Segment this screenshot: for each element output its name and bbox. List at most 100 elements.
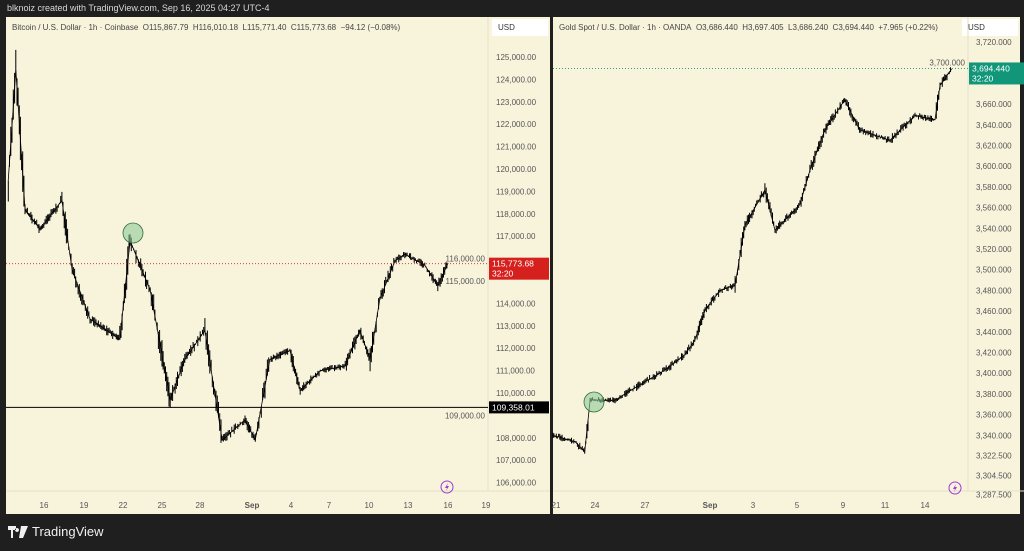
- lightning-icon-ring: [440, 480, 454, 494]
- btc-x-tick-label: 19: [482, 501, 491, 510]
- btc-y-tick-label: 114,000.00: [496, 299, 536, 308]
- btc-x-tick-label: 16: [444, 501, 453, 510]
- btc-y-tick-label: 109,000.00: [445, 411, 486, 420]
- btc-support-label: 109,358.01: [492, 402, 535, 412]
- btc-y-tick-label: 119,000.00: [496, 187, 536, 196]
- btc-countdown-label: 32:20: [492, 269, 514, 279]
- btc-y-tick-label: 125,000.00: [496, 53, 537, 62]
- btc-y-tick-label: 111,000.00: [496, 367, 535, 376]
- gold-symbol-title[interactable]: Gold Spot / U.S. Dollar · 1h · OANDA: [559, 23, 692, 32]
- gold-x-tick-label: 14: [921, 501, 930, 510]
- btc-y-tick-label: 107,000.00: [496, 456, 537, 465]
- gold-y-tick-label: 3,420.000: [976, 349, 1012, 358]
- gold-change: +7.965 (+0.22%): [878, 23, 938, 32]
- gold-x-tick-label: 9: [841, 501, 846, 510]
- gold-y-tick-label: 3,520.000: [976, 245, 1012, 254]
- btc-legend: Bitcoin / U.S. Dollar · 1h · Coinbase O1…: [12, 23, 400, 32]
- btc-current-price-label: 115,773.68: [492, 259, 534, 269]
- btc-y-tick-label: 110,000.00: [496, 389, 536, 398]
- gold-price-candles: [552, 67, 951, 454]
- btc-current-price-tag: [489, 257, 549, 280]
- gold-y-tick-label: 3,380.000: [976, 390, 1012, 399]
- btc-symbol-title[interactable]: Bitcoin / U.S. Dollar · 1h · Coinbase: [12, 23, 139, 32]
- gold-plot: 3,720.000 3,700.000 3,660.000 3,640.000 3,62…: [552, 17, 1024, 510]
- gold-y-tick-label: 3,600.000: [976, 162, 1012, 171]
- btc-y-tick-label: 106,000.00: [496, 479, 537, 488]
- btc-plot: 125,000.00 124,000.00 123,000.00 122,000.00…: [6, 17, 550, 510]
- btc-y-tick-label: 117,000.00: [496, 232, 536, 241]
- gold-y-tick-label: 3,340.000: [976, 431, 1012, 440]
- gold-y-tick-label: 3,460.000: [976, 307, 1012, 316]
- lightning-icon-glyph: [445, 483, 449, 491]
- btc-x-tick-label: 16: [40, 501, 49, 510]
- btc-low: L115,771.40: [242, 23, 287, 32]
- gold-close: C3,694.440: [832, 23, 874, 32]
- btc-x-tick-label: 22: [119, 501, 128, 510]
- btc-y-tick-label: 123,000.00: [496, 98, 537, 107]
- btc-y-tick-label: 116,000.00: [446, 255, 486, 264]
- gold-y-tick-label: 3,480.000: [976, 286, 1012, 295]
- btc-x-tick-label: 7: [327, 501, 332, 510]
- gold-y-tick-label: 3,400.000: [976, 369, 1012, 378]
- btc-y-tick-label: 115,000.00: [446, 277, 486, 286]
- gold-low: L3,686.240: [788, 23, 829, 32]
- gold-y-tick-label: 3,700.000: [929, 59, 965, 68]
- btc-price-candles: [7, 49, 448, 443]
- gold-current-price-label: 3,694.440: [972, 63, 1010, 73]
- gold-price-line: [552, 68, 952, 453]
- gold-current-price-tag: [969, 62, 1024, 85]
- btc-highlight-circle: [122, 222, 144, 244]
- btc-open: O115,867.79: [142, 23, 189, 32]
- btc-chart-panel[interactable]: Bitcoin / U.S. Dollar · 1h · Coinbase O1…: [6, 17, 550, 514]
- btc-close: C115,773.68: [290, 23, 337, 32]
- gold-y-tick-label: 3,620.000: [976, 142, 1012, 151]
- gold-y-tick-label: 3,560.000: [976, 204, 1012, 213]
- gold-x-tick-label: 5: [795, 501, 800, 510]
- gold-y-tick-label: 3,322.500: [976, 452, 1012, 461]
- btc-change: −94.12 (−0.08%): [340, 23, 401, 32]
- gold-y-tick-label: 3,540.000: [976, 224, 1012, 233]
- btc-y-tick-label: 120,000.00: [496, 165, 537, 174]
- lightning-icon-ring: [948, 481, 962, 495]
- gold-y-tick-label: 3,287.500: [976, 491, 1012, 500]
- btc-currency-button[interactable]: USD: [492, 19, 548, 36]
- gold-open: O3,686.440: [695, 23, 738, 32]
- btc-lightning-icon[interactable]: [440, 480, 454, 494]
- btc-y-tick-label: 113,000.00: [496, 322, 536, 331]
- gold-x-tick-label: 24: [591, 501, 600, 510]
- btc-x-tick-label: Sep: [245, 501, 260, 510]
- btc-x-tick-label: 28: [196, 501, 205, 510]
- btc-support-tag: [489, 401, 549, 414]
- btc-x-tick-label: 25: [158, 501, 167, 510]
- btc-y-tick-label: 122,000.00: [496, 120, 537, 129]
- tradingview-brand: TradingView: [32, 524, 104, 539]
- btc-x-tick-label: 10: [365, 501, 374, 510]
- btc-y-tick-label: 124,000.00: [496, 75, 537, 84]
- gold-highlight-circle: [583, 391, 605, 413]
- gold-y-tick-label: 3,500.000: [976, 266, 1012, 275]
- gold-high: H3,697.405: [742, 23, 784, 32]
- gold-currency-button[interactable]: USD: [962, 19, 1018, 36]
- gold-y-tick-label: 3,640.000: [976, 121, 1012, 130]
- gold-lightning-icon[interactable]: [948, 481, 962, 495]
- gold-legend: Gold Spot / U.S. Dollar · 1h · OANDA O3,…: [559, 23, 938, 32]
- gold-x-tick-label: 27: [641, 501, 650, 510]
- gold-y-tick-label: 3,580.000: [976, 183, 1012, 192]
- btc-y-tick-label: 121,000.00: [496, 143, 537, 152]
- gold-countdown-label: 32:20: [972, 73, 994, 83]
- gold-y-tick-label: 3,304.500: [976, 472, 1012, 481]
- btc-x-tick-label: 13: [404, 501, 413, 510]
- lightning-icon-glyph: [953, 484, 957, 492]
- btc-y-tick-label: 112,000.00: [496, 344, 536, 353]
- gold-chart-panel[interactable]: Gold Spot / U.S. Dollar · 1h · OANDA O3,…: [553, 17, 1020, 514]
- gold-x-tick-label: 3: [751, 501, 756, 510]
- gold-y-tick-label: 3,440.000: [976, 328, 1012, 337]
- btc-high: H116,010.18: [192, 23, 239, 32]
- btc-y-tick-label: 108,000.00: [496, 434, 537, 443]
- gold-y-tick-label: 3,660.000: [976, 100, 1012, 109]
- btc-x-tick-label: 4: [289, 501, 294, 510]
- tradingview-logo[interactable]: TradingView: [8, 524, 104, 539]
- tradingview-logo-icon: [8, 525, 28, 538]
- attribution-text: blknoiz created with TradingView.com, Se…: [7, 3, 270, 13]
